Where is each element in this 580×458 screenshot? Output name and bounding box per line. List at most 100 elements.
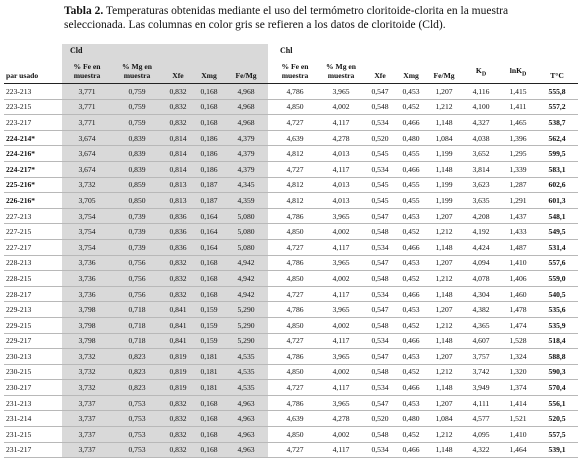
- table-row: 229-215 3,798 0,718 0,841 0,159 5,290 4,850 4,0…: [4, 317, 579, 334]
- table-cell: 0,832: [162, 426, 194, 443]
- table-cell: 0,534: [364, 286, 397, 303]
- table-cell: 3,736: [62, 255, 112, 272]
- table-cell: 4,278: [318, 130, 365, 147]
- table-cell: 3,737: [62, 410, 112, 428]
- table-cell: 0,534: [364, 161, 397, 178]
- table-cell: 0,814: [162, 130, 194, 147]
- table-cell: 4,727: [272, 114, 319, 131]
- table-cell: 4,424: [462, 239, 501, 256]
- header-subscript: D: [481, 72, 487, 78]
- table-cell: 555,8: [536, 83, 579, 100]
- table-cell: 1,199: [426, 192, 463, 209]
- table-cell: 4,968: [224, 83, 269, 100]
- table-cell: 4,002: [318, 317, 365, 334]
- table-cell: 1,478: [500, 301, 537, 318]
- table-cell: 1,410: [500, 255, 537, 272]
- gap-cell: [268, 301, 273, 318]
- table-cell: 4,002: [318, 223, 365, 240]
- table-cell: 1,212: [426, 223, 463, 240]
- table-cell: 1,148: [426, 114, 463, 131]
- table-cell: 1,528: [500, 333, 537, 350]
- table-row: 224-216* 3,674 0,839 0,814 0,186 4,379 4,812 4,…: [4, 145, 579, 162]
- table-cell: 1,212: [426, 99, 463, 116]
- table-cell: 0,534: [364, 379, 397, 396]
- table-cell: 3,623: [462, 177, 501, 194]
- table-cell: 520,5: [536, 410, 579, 428]
- table-cell: 1,148: [426, 379, 463, 396]
- table-cell: 0,753: [112, 395, 162, 412]
- table-cell: 590,3: [536, 364, 579, 381]
- table-cell: 4,002: [318, 364, 365, 381]
- table-cell: 1,410: [500, 426, 537, 443]
- table-cell: 3,736: [62, 286, 112, 303]
- table-cell: 0,548: [364, 426, 397, 443]
- table-cell: 4,963: [224, 410, 269, 428]
- column-header: T°C: [536, 56, 579, 84]
- table-cell: 230-213: [4, 348, 62, 365]
- table-cell: 0,756: [112, 286, 162, 303]
- table-cell: 4,850: [272, 317, 319, 334]
- table-cell: 3,635: [462, 192, 501, 209]
- column-header: Xmg: [194, 56, 224, 84]
- table-cell: 4,727: [272, 239, 319, 256]
- table-cell: 1,339: [500, 161, 537, 178]
- gap-cell: [268, 317, 273, 334]
- column-header: % Mg en muestra: [318, 56, 365, 84]
- table-cell: 3,674: [62, 161, 112, 178]
- table-cell: 0,452: [396, 426, 427, 443]
- table-cell: 0,168: [194, 114, 224, 131]
- table-cell: 1,411: [500, 99, 537, 116]
- table-cell: 1,199: [426, 145, 463, 162]
- table-row: 227-213 3,754 0,739 0,836 0,164 5,080 4,786 3,9…: [4, 208, 579, 225]
- gap-cell: [268, 239, 273, 256]
- table-cell: 4,727: [272, 286, 319, 303]
- table-cell: 0,841: [162, 301, 194, 318]
- table-cell: 3,754: [62, 239, 112, 256]
- table-cell: 1,207: [426, 301, 463, 318]
- page: Tabla 2. Temperaturas obtenidas mediante…: [4, 5, 579, 458]
- table-cell: 0,841: [162, 317, 194, 334]
- table-cell: 3,674: [62, 145, 112, 162]
- table-cell: 4,078: [462, 270, 501, 287]
- table-cell: 0,168: [194, 99, 224, 116]
- table-cell: 4,850: [272, 426, 319, 443]
- table-row: 231-214 3,737 0,753 0,832 0,168 4,963 4,639 4,2…: [4, 410, 579, 428]
- table-cell: 0,547: [364, 255, 397, 272]
- gap-cell: [268, 223, 273, 240]
- table-cell: 4,278: [318, 410, 365, 428]
- table-cell: 602,6: [536, 177, 579, 194]
- gap-cell: [268, 410, 273, 428]
- table-cell: 557,2: [536, 99, 579, 116]
- table-row: 227-215 3,754 0,739 0,836 0,164 5,080 4,850 4,0…: [4, 223, 579, 240]
- table-cell: 3,732: [62, 348, 112, 365]
- table-cell: 0,548: [364, 364, 397, 381]
- table-cell: 540,5: [536, 286, 579, 303]
- table-cell: 0,480: [396, 410, 427, 428]
- table-cell: 0,548: [364, 99, 397, 116]
- table-cell: 4,117: [318, 239, 365, 256]
- table-cell: 4,727: [272, 442, 319, 458]
- table-cell: 0,159: [194, 301, 224, 318]
- table-cell: 0,545: [364, 145, 397, 162]
- table-cell: 4,942: [224, 255, 269, 272]
- table-cell: 1,433: [500, 223, 537, 240]
- group-header: Cld: [62, 44, 269, 56]
- gap-cell: [268, 208, 273, 225]
- table-cell: 4,607: [462, 333, 501, 350]
- table-cell: 0,168: [194, 442, 224, 458]
- table-cell: 4,786: [272, 301, 319, 318]
- table-cell: 5,080: [224, 208, 269, 225]
- table-cell: 4,963: [224, 442, 269, 458]
- table-cell: 0,466: [396, 333, 427, 350]
- table-cell: 1,207: [426, 83, 463, 100]
- table-cell: 0,548: [364, 223, 397, 240]
- table-cell: 0,839: [112, 161, 162, 178]
- table-cell: 0,455: [396, 192, 427, 209]
- table-cell: 0,718: [112, 333, 162, 350]
- table-cell: 0,453: [396, 301, 427, 318]
- table-cell: 0,841: [162, 333, 194, 350]
- table-cell: 0,164: [194, 208, 224, 225]
- table-cell: 0,164: [194, 223, 224, 240]
- table-cell: 0,836: [162, 223, 194, 240]
- table-cell: 535,6: [536, 301, 579, 318]
